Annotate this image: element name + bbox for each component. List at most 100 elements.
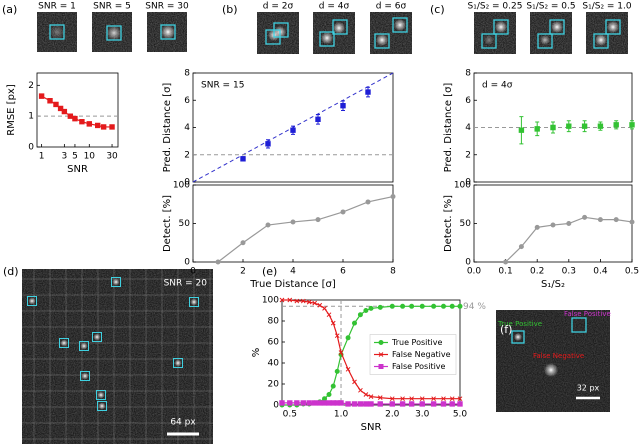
- marker: [265, 141, 271, 147]
- marker: [534, 126, 540, 132]
- x-tick-label: 1.0: [334, 410, 349, 420]
- detection-box: [96, 390, 106, 400]
- marker: [352, 379, 357, 385]
- true-positive-label: True Positive: [497, 320, 542, 328]
- image-label: d = 2σ: [263, 2, 294, 12]
- marker: [294, 400, 300, 406]
- detection-box: [80, 371, 90, 381]
- marker: [279, 297, 285, 303]
- marker: [294, 298, 300, 304]
- marker: [109, 124, 115, 130]
- marker: [47, 98, 53, 104]
- detection-box: [537, 33, 553, 49]
- marker: [287, 400, 293, 406]
- marker: [389, 303, 395, 309]
- marker: [368, 394, 374, 399]
- marker: [357, 401, 364, 407]
- legend-label: False Negative: [392, 350, 451, 359]
- spot: [93, 333, 101, 341]
- marker: [431, 396, 436, 402]
- marker: [449, 303, 455, 309]
- panel-label: (c): [430, 3, 445, 16]
- detection-box: [97, 401, 107, 411]
- marker: [357, 312, 363, 318]
- marker: [377, 395, 383, 401]
- marker: [368, 401, 374, 407]
- y-tick-label: 4: [465, 123, 471, 133]
- image-label: SNR = 30: [145, 2, 189, 12]
- marker: [430, 401, 437, 407]
- detection-box: [319, 31, 335, 47]
- marker: [315, 116, 321, 123]
- marker: [100, 124, 107, 130]
- marker: [389, 396, 395, 402]
- legend-marker: [378, 340, 384, 345]
- marker: [287, 297, 293, 303]
- legend-label: True Positive: [391, 338, 442, 347]
- marker: [312, 300, 318, 306]
- spot: [50, 25, 64, 39]
- marker: [390, 194, 396, 200]
- y-axis-label: Pred. Distance [σ]: [162, 83, 173, 173]
- y-tick-label: 80: [268, 317, 280, 327]
- image-noise: [474, 12, 516, 54]
- marker: [409, 303, 415, 309]
- marker: [322, 306, 327, 311]
- detection-box: [332, 19, 348, 35]
- marker: [368, 305, 374, 311]
- y-tick-label: 6: [465, 96, 471, 106]
- y-tick-label: 50: [179, 219, 191, 229]
- spot: [60, 339, 68, 347]
- x-tick-label: 8: [390, 267, 396, 277]
- y-tick-label: 2: [184, 150, 190, 160]
- panel-label: (b): [222, 3, 238, 16]
- y-tick-label: 8: [184, 69, 190, 79]
- spot: [595, 34, 607, 46]
- detection-box: [392, 17, 408, 33]
- scale-label: 64 px: [170, 418, 196, 428]
- marker: [419, 303, 425, 309]
- marker: [534, 224, 540, 230]
- y-tick-label: 100: [173, 181, 190, 191]
- marker: [345, 401, 351, 407]
- marker: [338, 400, 344, 406]
- x-tick-label: 0.4: [593, 267, 608, 277]
- panel-label: (d): [3, 265, 19, 278]
- marker: [409, 396, 415, 402]
- marker: [279, 400, 285, 406]
- detection-box: [493, 19, 509, 35]
- image-label: S₁/S₂ = 0.5: [526, 2, 575, 12]
- y-tick-label: 60: [268, 338, 280, 348]
- marker: [613, 122, 619, 128]
- spot: [190, 298, 198, 306]
- annotation: d = 4σ: [482, 81, 513, 91]
- marker: [377, 304, 383, 310]
- marker: [408, 401, 415, 407]
- marker: [363, 401, 369, 407]
- scale-label: 32 px: [577, 384, 600, 393]
- spot: [161, 25, 175, 39]
- image-noise: [370, 12, 412, 54]
- spot: [333, 22, 345, 34]
- marker: [365, 199, 371, 205]
- x-tick-label: 0.0: [467, 267, 482, 277]
- detection-box: [549, 19, 565, 35]
- marker: [441, 303, 447, 309]
- marker: [306, 400, 312, 406]
- legend-label: False Positive: [392, 362, 446, 371]
- detection-box: [79, 341, 89, 351]
- marker: [330, 383, 336, 389]
- marker: [419, 401, 425, 407]
- y-tick-label: 2: [465, 150, 471, 160]
- detection-box: [481, 33, 497, 49]
- y-tick-label: 100: [262, 296, 279, 306]
- marker: [265, 222, 271, 228]
- image-label: d = 4σ: [319, 2, 350, 12]
- marker: [597, 217, 603, 223]
- spot: [607, 21, 619, 33]
- spot: [174, 359, 182, 367]
- image-noise: [530, 12, 572, 54]
- y-axis-label: %: [251, 348, 262, 358]
- detection-box: [27, 296, 37, 306]
- marker: [338, 350, 344, 355]
